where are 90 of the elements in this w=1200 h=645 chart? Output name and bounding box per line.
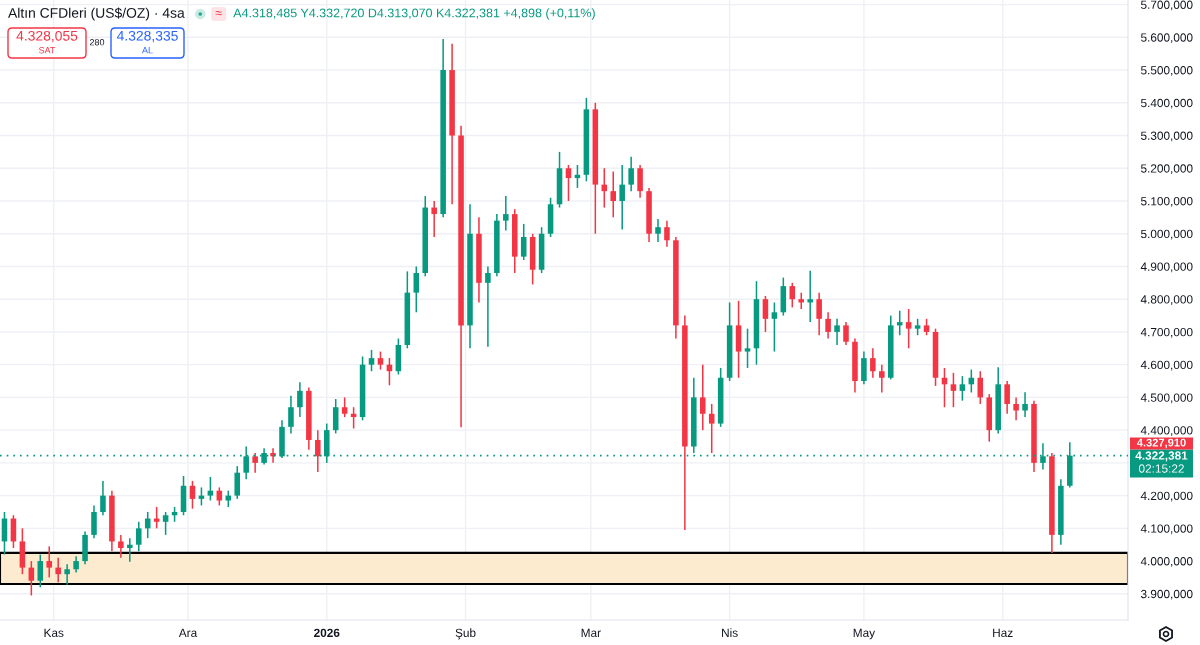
candlestick bbox=[91, 504, 97, 539]
candlestick bbox=[100, 480, 106, 517]
x-tick-label: Şub bbox=[455, 628, 476, 640]
candlestick bbox=[520, 223, 527, 261]
candlestick bbox=[655, 218, 661, 243]
annotation: ≈ bbox=[215, 11, 222, 16]
y-tick-label: 4.400,000 bbox=[1140, 426, 1193, 436]
candlestick bbox=[64, 563, 70, 586]
candlestick bbox=[297, 381, 303, 418]
y-tick-label: 5.400,000 bbox=[1140, 98, 1193, 109]
candlestick bbox=[1004, 380, 1010, 415]
annotation: 4.328,335 bbox=[116, 30, 178, 43]
x-tick-label: Ara bbox=[178, 628, 198, 637]
candlestick bbox=[637, 164, 643, 199]
candlestick bbox=[959, 375, 966, 402]
candlestick bbox=[771, 301, 778, 353]
annotation: SAT bbox=[38, 47, 56, 54]
candlestick bbox=[825, 311, 831, 340]
y-tick-label: 4.900,000 bbox=[1140, 262, 1193, 273]
x-tick-label: Nis bbox=[722, 628, 738, 637]
candlestick bbox=[234, 465, 241, 500]
candlestick bbox=[118, 534, 124, 559]
candlestick bbox=[288, 395, 294, 435]
y-tick-label: 4.200,000 bbox=[1140, 491, 1193, 502]
candlestick bbox=[1022, 391, 1028, 418]
candlestick bbox=[619, 164, 625, 231]
y-tick-label: 4.600,000 bbox=[1140, 360, 1193, 371]
candlestick bbox=[565, 164, 572, 202]
y-tick-label: 5.700,000 bbox=[1140, 0, 1193, 11]
y-tick-label: 5.300,000 bbox=[1140, 131, 1193, 142]
candlestick bbox=[807, 269, 813, 323]
y-tick-label: 4.100,000 bbox=[1140, 524, 1193, 535]
annotation: AL bbox=[142, 47, 153, 54]
candlestick bbox=[950, 372, 957, 408]
y-tick-label: 4.500,000 bbox=[1140, 393, 1193, 404]
candlestick bbox=[46, 545, 53, 579]
candlestick bbox=[413, 265, 420, 314]
x-tick-label: 2026 bbox=[314, 628, 340, 637]
y-tick-label: 5.600,000 bbox=[1140, 33, 1193, 44]
y-tick-label: 5.000,000 bbox=[1140, 229, 1193, 240]
candlestick bbox=[798, 291, 805, 310]
y-tick-label: 4.800,000 bbox=[1140, 295, 1193, 305]
candlestick bbox=[216, 486, 223, 507]
x-tick-label: Haz bbox=[993, 628, 1013, 637]
text: 4.327,910 bbox=[1136, 438, 1186, 449]
candlestick bbox=[503, 195, 509, 232]
candlestick bbox=[162, 511, 169, 536]
annotation: 280 bbox=[89, 39, 105, 46]
candlestick bbox=[252, 452, 258, 474]
y-tick-label: 4.000,000 bbox=[1140, 557, 1193, 567]
candlestick bbox=[332, 398, 339, 435]
candlestick bbox=[905, 308, 912, 350]
candlestick bbox=[708, 403, 715, 454]
x-tick-label: Kas bbox=[44, 628, 64, 637]
candlestick bbox=[1013, 396, 1019, 422]
candlestick bbox=[37, 553, 44, 589]
candlestick bbox=[816, 291, 822, 336]
candlestick bbox=[870, 347, 876, 379]
candlestick bbox=[843, 321, 849, 346]
candlestick bbox=[834, 318, 840, 346]
candlestick bbox=[610, 170, 617, 219]
candlestick bbox=[341, 396, 348, 418]
candlestick bbox=[55, 557, 61, 584]
candlestick bbox=[485, 265, 491, 348]
candlestick bbox=[699, 363, 706, 431]
candlestick bbox=[377, 350, 384, 371]
y-tick-label: 5.500,000 bbox=[1140, 66, 1193, 76]
y-tick-label: 5.100,000 bbox=[1140, 197, 1193, 207]
text: Altın CFDleri (US$/OZ) · 4sa bbox=[8, 7, 185, 21]
candlestick bbox=[861, 350, 867, 386]
candlestick bbox=[431, 200, 437, 238]
y-tick-label: 3.900,000 bbox=[1140, 589, 1193, 600]
candlestick bbox=[127, 537, 133, 563]
candlestick bbox=[315, 429, 321, 473]
candlestick bbox=[135, 521, 142, 553]
x-tick-label: Mar bbox=[581, 628, 601, 637]
candlestick bbox=[762, 295, 769, 333]
candlestick bbox=[628, 156, 634, 192]
text: 02:15:22 bbox=[1138, 464, 1184, 473]
x-tick-label: May bbox=[853, 628, 876, 640]
candlestick bbox=[664, 219, 670, 248]
y-tick-label: 4.700,000 bbox=[1140, 327, 1193, 338]
candlestick bbox=[368, 349, 375, 372]
annotation: 4.328,055 bbox=[16, 30, 78, 43]
candlestick bbox=[879, 363, 885, 394]
ref-line-label: 4.322,381 bbox=[1135, 451, 1188, 462]
candlestick bbox=[207, 476, 214, 502]
candlestick bbox=[744, 327, 751, 369]
y-tick-label: 5.200,000 bbox=[1140, 164, 1193, 175]
annotation: A4.318,485 Y4.332,720 D4.313,070 K4.322,381 +4,898 (+0,11%) bbox=[233, 8, 595, 20]
